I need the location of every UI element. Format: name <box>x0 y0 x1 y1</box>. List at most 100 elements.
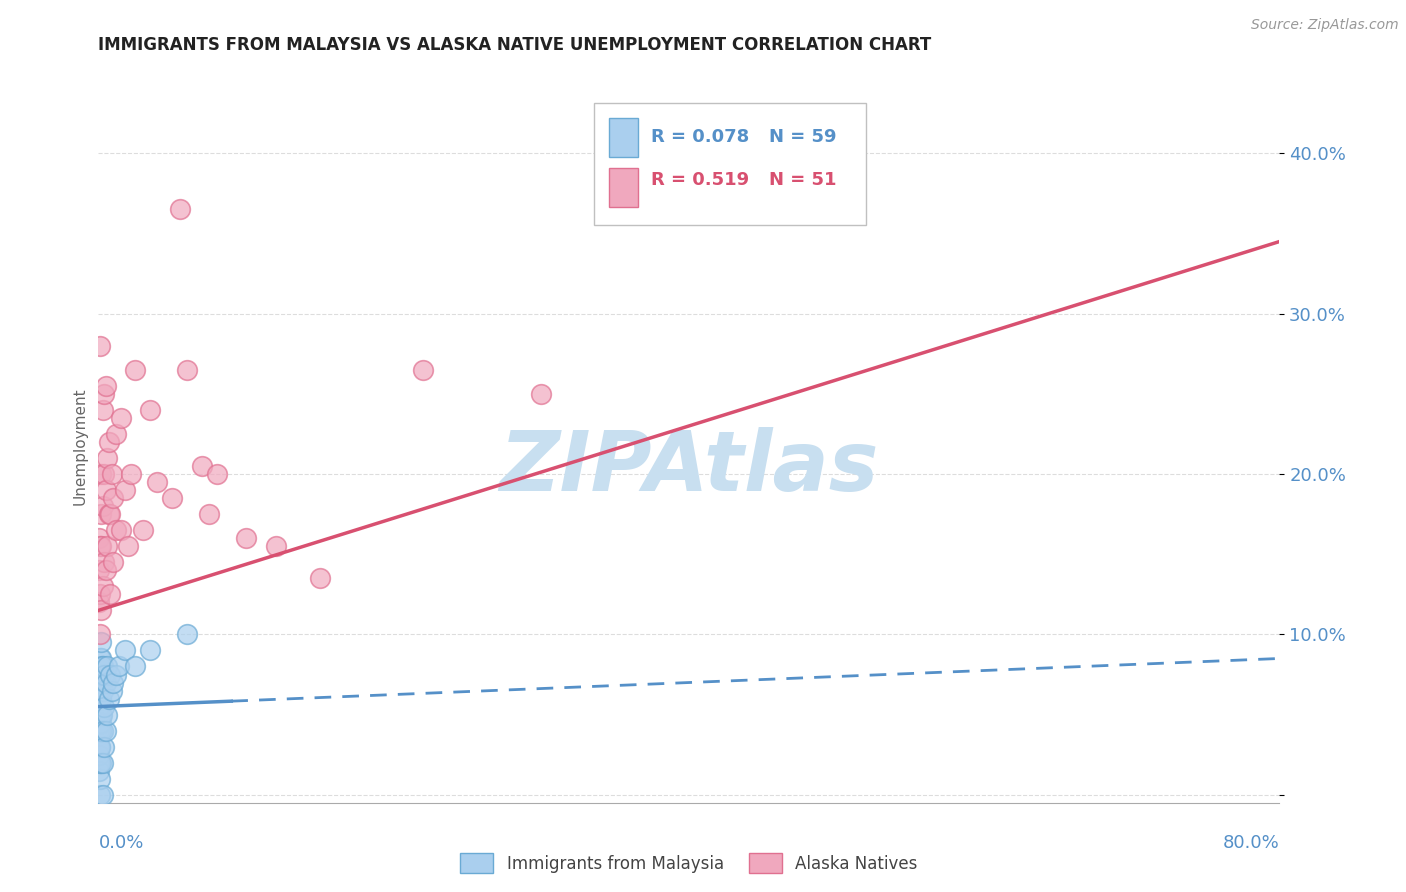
Point <box>89 691 111 706</box>
Point <box>89 531 111 545</box>
Point <box>90 651 112 665</box>
Point <box>89 739 111 754</box>
Point <box>117 539 139 553</box>
Point <box>87 707 110 722</box>
Point <box>91 499 114 513</box>
Point <box>94 379 117 393</box>
Point <box>103 491 125 505</box>
Text: N = 51: N = 51 <box>769 171 837 189</box>
Point <box>89 683 111 698</box>
Point <box>94 675 117 690</box>
Point <box>132 523 155 537</box>
Point <box>97 435 120 450</box>
Point <box>91 403 114 417</box>
Point <box>90 507 112 521</box>
Point <box>530 387 553 401</box>
Point <box>89 723 111 738</box>
Point <box>110 411 132 425</box>
Point <box>90 691 112 706</box>
Point <box>264 539 287 553</box>
Point <box>98 667 121 681</box>
Text: 0.0%: 0.0% <box>98 834 143 852</box>
Point <box>412 363 434 377</box>
Point <box>87 595 110 609</box>
Point <box>89 651 111 665</box>
Point <box>89 747 111 762</box>
Point <box>89 772 111 786</box>
Point <box>98 507 121 521</box>
Point <box>124 363 146 377</box>
Point <box>176 363 198 377</box>
Point <box>205 467 228 481</box>
Point <box>94 723 117 738</box>
Point <box>162 491 183 505</box>
Point <box>90 675 112 690</box>
Point <box>91 659 114 673</box>
Point <box>91 788 114 802</box>
Point <box>97 507 120 521</box>
Point <box>191 458 214 473</box>
Point <box>90 723 112 738</box>
Point <box>198 507 221 521</box>
Point <box>96 707 118 722</box>
Point <box>114 483 136 497</box>
Point <box>87 723 110 738</box>
Point <box>90 707 112 722</box>
Point <box>90 691 112 706</box>
Legend: Immigrants from Malaysia, Alaska Natives: Immigrants from Malaysia, Alaska Natives <box>453 847 925 880</box>
Point <box>139 643 162 657</box>
Text: N = 59: N = 59 <box>769 128 837 146</box>
Point <box>103 555 125 569</box>
Bar <box>609 118 638 157</box>
Point <box>91 683 114 698</box>
Point <box>120 467 142 481</box>
Point <box>93 387 115 401</box>
Point <box>94 563 117 577</box>
Point <box>105 427 128 442</box>
Point <box>93 555 115 569</box>
Point <box>89 539 111 553</box>
Point <box>105 523 128 537</box>
Text: R = 0.519: R = 0.519 <box>651 171 749 189</box>
Point <box>93 739 115 754</box>
Point <box>90 635 112 649</box>
Point <box>89 756 111 770</box>
Point <box>96 450 118 465</box>
Point <box>90 667 112 681</box>
Point <box>89 659 111 673</box>
Point <box>89 339 111 353</box>
Point <box>90 467 112 481</box>
Point <box>100 467 122 481</box>
Point <box>103 675 125 690</box>
Point <box>146 475 169 489</box>
Point <box>90 715 112 730</box>
Point <box>105 667 128 681</box>
Point <box>93 699 115 714</box>
Point <box>89 675 111 690</box>
Point <box>97 691 120 706</box>
Point <box>90 756 112 770</box>
FancyBboxPatch shape <box>595 103 866 225</box>
Point <box>235 531 257 545</box>
Point <box>93 667 115 681</box>
Point <box>89 683 111 698</box>
Point <box>89 699 111 714</box>
Point <box>114 643 136 657</box>
Point <box>139 403 162 417</box>
Text: IMMIGRANTS FROM MALAYSIA VS ALASKA NATIVE UNEMPLOYMENT CORRELATION CHART: IMMIGRANTS FROM MALAYSIA VS ALASKA NATIV… <box>98 36 932 54</box>
Point <box>89 739 111 754</box>
Text: R = 0.078: R = 0.078 <box>651 128 749 146</box>
Point <box>91 756 114 770</box>
Text: ZIPAtlas: ZIPAtlas <box>499 427 879 508</box>
Point <box>176 627 198 641</box>
Point <box>89 667 111 681</box>
Point <box>96 659 118 673</box>
Point <box>89 739 111 754</box>
Point <box>89 699 111 714</box>
Point <box>89 627 111 641</box>
Point <box>90 707 112 722</box>
Point <box>110 523 132 537</box>
Point <box>89 723 111 738</box>
Point <box>90 723 112 738</box>
Point <box>87 756 110 770</box>
